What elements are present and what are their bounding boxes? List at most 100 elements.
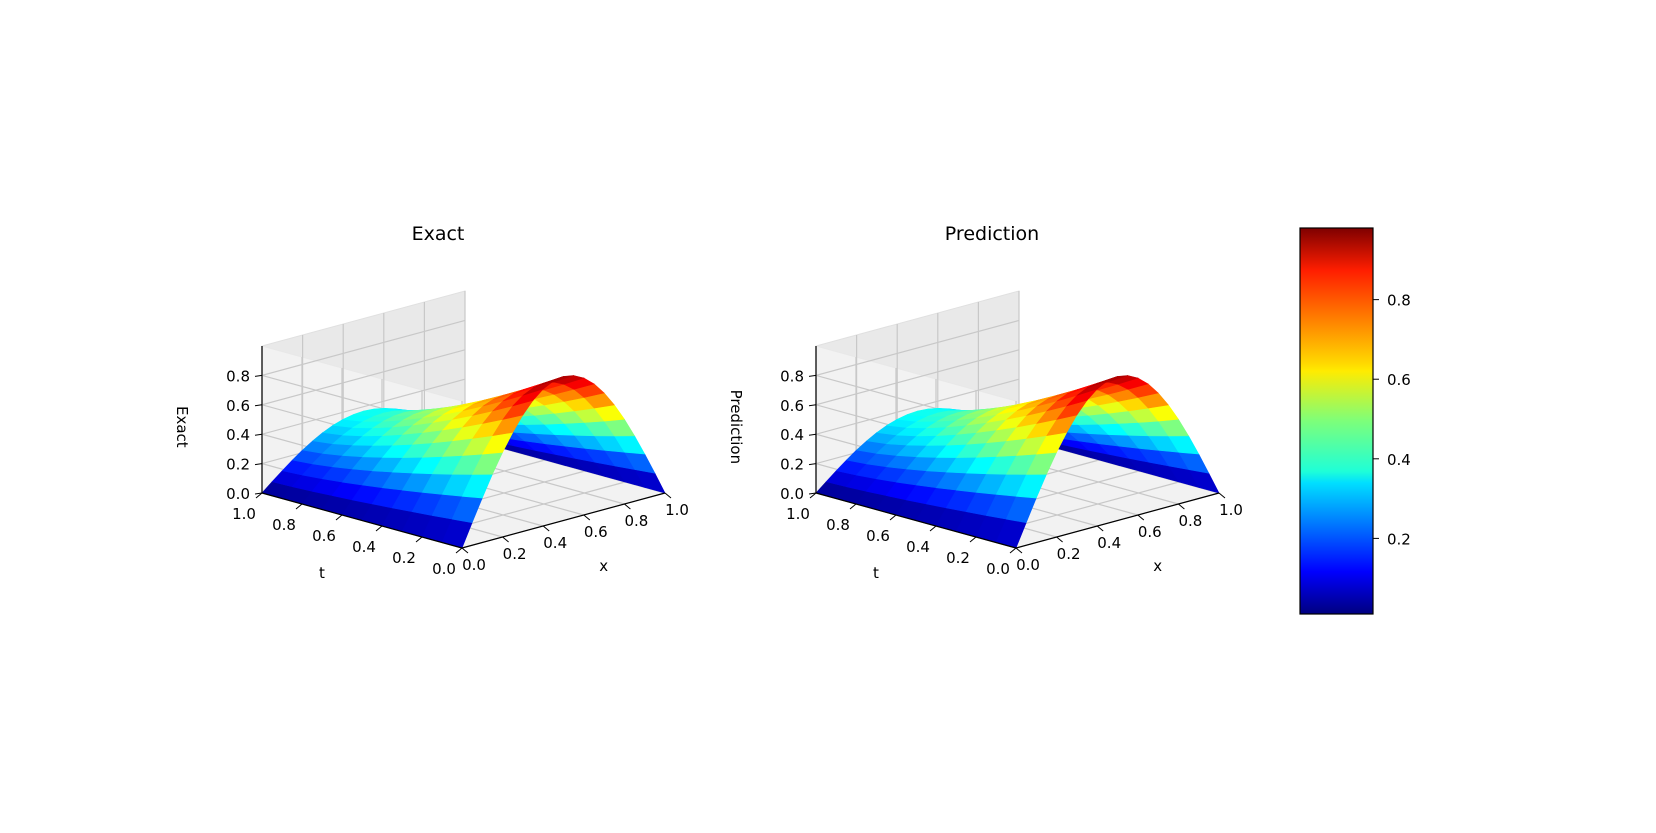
t-tick-label: 0.2 bbox=[392, 549, 416, 567]
t-tick-mark bbox=[335, 514, 343, 521]
z-axis-ticks: 0.0 0.2 0.4 0.6 0.8 bbox=[780, 367, 817, 503]
x-tick-mark bbox=[1178, 503, 1185, 510]
t-tick-label: 0.6 bbox=[866, 527, 890, 545]
x-axis-line bbox=[1015, 492, 1220, 549]
x-tick-label: 0.6 bbox=[1138, 523, 1162, 541]
surface-plot bbox=[261, 375, 666, 549]
x-axis-ticks: 0.0 0.2 0.4 0.6 0.8 1.0 bbox=[461, 492, 689, 574]
panel-title: Exact bbox=[412, 223, 465, 245]
x-tick-mark bbox=[461, 547, 469, 554]
z-tick-mark bbox=[808, 433, 817, 436]
t-tick-mark bbox=[295, 503, 303, 510]
t-axis-line bbox=[261, 492, 463, 549]
surface-plot bbox=[815, 375, 1220, 549]
colorbar-frame bbox=[1299, 227, 1374, 615]
t-tick-label: 0.0 bbox=[986, 560, 1010, 578]
t-tick-mark bbox=[809, 492, 817, 499]
z-tick-label: 0.8 bbox=[226, 367, 250, 385]
x-tick-mark bbox=[624, 503, 631, 510]
t-tick-label: 0.8 bbox=[272, 516, 296, 534]
x-axis-line bbox=[461, 492, 666, 549]
surface-facet bbox=[1097, 375, 1128, 384]
t-tick-label: 1.0 bbox=[232, 505, 256, 523]
x-tick-mark bbox=[583, 514, 591, 521]
t-tick-mark bbox=[255, 492, 263, 499]
x-tick-mark bbox=[542, 525, 550, 532]
colorbar-tick-label: 0.2 bbox=[1387, 530, 1411, 548]
x-tick-label: 0.6 bbox=[584, 523, 608, 541]
t-tick-mark bbox=[1009, 547, 1017, 554]
x-tick-label: 0.2 bbox=[503, 545, 527, 563]
t-tick-label: 1.0 bbox=[786, 505, 810, 523]
x-tick-label: 1.0 bbox=[665, 501, 689, 519]
panel-title: Prediction bbox=[945, 223, 1039, 245]
x-tick-label: 1.0 bbox=[1219, 501, 1243, 519]
z-tick-mark bbox=[254, 463, 263, 466]
t-tick-mark bbox=[929, 525, 937, 532]
colorbar-tick-label: 0.8 bbox=[1387, 292, 1411, 310]
x-tick-mark bbox=[502, 536, 509, 543]
t-tick-label: 0.4 bbox=[352, 538, 376, 556]
z-axis-label: Prediction bbox=[727, 390, 745, 465]
x-tick-label: 0.4 bbox=[543, 534, 567, 552]
z-tick-mark bbox=[808, 374, 817, 377]
x-tick-label: 0.8 bbox=[624, 512, 648, 530]
t-tick-mark bbox=[415, 536, 423, 543]
z-tick-label: 0.6 bbox=[226, 397, 250, 415]
colorbar: 0.2 0.4 0.6 0.8 bbox=[1299, 227, 1411, 615]
x-axis-label: x bbox=[1153, 557, 1162, 575]
t-tick-mark bbox=[455, 547, 463, 554]
z-tick-label: 0.4 bbox=[226, 426, 250, 444]
surface-facet bbox=[543, 375, 574, 384]
t-tick-mark bbox=[889, 514, 897, 521]
z-tick-mark bbox=[254, 433, 263, 436]
x-tick-label: 0.0 bbox=[462, 556, 486, 574]
x-tick-mark bbox=[1218, 492, 1226, 499]
z-axis-ticks: 0.0 0.2 0.4 0.6 0.8 bbox=[226, 367, 263, 503]
t-axis-ticks: 0.0 0.2 0.4 0.6 0.8 1.0 bbox=[786, 492, 1017, 578]
t-tick-mark bbox=[969, 536, 977, 543]
t-tick-label: 0.6 bbox=[312, 527, 336, 545]
x-axis-ticks: 0.0 0.2 0.4 0.6 0.8 1.0 bbox=[1015, 492, 1243, 574]
z-tick-mark bbox=[254, 374, 263, 377]
prediction-surface-panel: Prediction 0.00.20.40.60.81.0 0.00.20.40… bbox=[727, 223, 1243, 582]
t-tick-mark bbox=[849, 503, 857, 510]
x-tick-mark bbox=[1137, 514, 1145, 521]
t-tick-label: 0.2 bbox=[946, 549, 970, 567]
colorbar-gradient bbox=[1300, 228, 1373, 614]
z-tick-mark bbox=[808, 492, 817, 495]
z-tick-mark bbox=[808, 463, 817, 466]
z-tick-label: 0.4 bbox=[780, 426, 804, 444]
x-tick-mark bbox=[1015, 547, 1023, 554]
z-tick-label: 0.8 bbox=[780, 367, 804, 385]
x-tick-label: 0.2 bbox=[1057, 545, 1081, 563]
z-tick-mark bbox=[808, 404, 817, 407]
t-tick-mark bbox=[375, 525, 383, 532]
z-tick-mark bbox=[254, 492, 263, 495]
t-tick-label: 0.0 bbox=[432, 560, 456, 578]
t-axis-label: t bbox=[319, 564, 325, 582]
z-tick-label: 0.2 bbox=[226, 456, 250, 474]
z-tick-label: 0.0 bbox=[226, 485, 250, 503]
t-tick-label: 0.4 bbox=[906, 538, 930, 556]
x-axis-label: x bbox=[599, 557, 608, 575]
z-tick-label: 0.2 bbox=[780, 456, 804, 474]
x-tick-label: 0.0 bbox=[1016, 556, 1040, 574]
t-axis-label: t bbox=[873, 564, 879, 582]
t-tick-label: 0.8 bbox=[826, 516, 850, 534]
z-tick-label: 0.6 bbox=[780, 397, 804, 415]
colorbar-ticks: 0.2 0.4 0.6 0.8 bbox=[1373, 292, 1411, 548]
colorbar-tick-label: 0.4 bbox=[1387, 451, 1411, 469]
t-axis-line bbox=[815, 492, 1017, 549]
z-tick-label: 0.0 bbox=[780, 485, 804, 503]
x-tick-mark bbox=[664, 492, 672, 499]
axis-lines bbox=[261, 346, 666, 549]
x-tick-label: 0.4 bbox=[1097, 534, 1121, 552]
x-tick-label: 0.8 bbox=[1178, 512, 1202, 530]
z-axis-label: Exact bbox=[173, 406, 191, 448]
z-tick-mark bbox=[254, 404, 263, 407]
exact-surface-panel: Exact 0.0 0.2 0.4 0.6 0.8 1.0 0.0 0.2 0.4 0.6 0.8… bbox=[173, 223, 689, 582]
x-tick-mark bbox=[1056, 536, 1063, 543]
colorbar-tick-label: 0.6 bbox=[1387, 371, 1411, 389]
